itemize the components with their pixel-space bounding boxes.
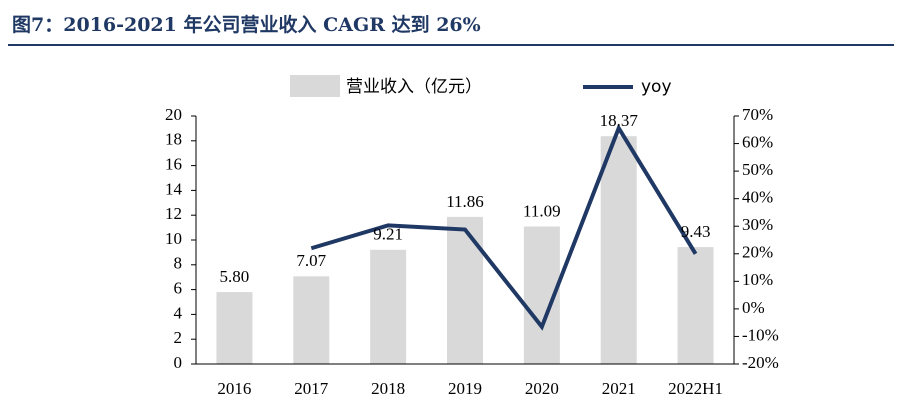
figure-title: 图7：2016-2021 年公司营业收入 CAGR 达到 26% xyxy=(12,14,481,36)
data-label-2020: 11.09 xyxy=(523,201,561,220)
data-label-2018: 9.21 xyxy=(373,225,403,244)
right-tick-label: 30% xyxy=(742,215,773,234)
x-tick-label: 2017 xyxy=(294,379,329,398)
bar-2018 xyxy=(370,249,407,364)
left-tick-label: 10 xyxy=(165,229,182,248)
left-tick-label: 16 xyxy=(165,155,182,174)
left-tick-label: 14 xyxy=(165,179,183,198)
yoy-line xyxy=(310,123,698,331)
right-tick-label: 70% xyxy=(742,105,773,124)
legend-label-line: yoy xyxy=(641,77,672,97)
right-tick-label: -20% xyxy=(742,353,779,372)
data-label-2019: 11.86 xyxy=(446,192,484,211)
left-tick-label: 18 xyxy=(165,130,182,149)
bar-2016 xyxy=(216,292,253,364)
bar-2017 xyxy=(293,276,330,364)
x-tick-label: 2019 xyxy=(448,379,482,398)
title-divider xyxy=(8,44,894,46)
data-label-2017: 7.07 xyxy=(296,251,326,270)
bar-2022H1 xyxy=(677,247,714,364)
left-tick-label: 8 xyxy=(174,254,183,273)
left-tick-label: 2 xyxy=(174,328,183,347)
bar-2019 xyxy=(447,216,483,364)
x-tick-label: 2016 xyxy=(217,379,251,398)
legend-label-bars: 营业收入（亿元） xyxy=(346,77,482,97)
data-label-2016: 5.80 xyxy=(220,267,250,286)
left-tick-label: 0 xyxy=(174,353,183,372)
x-tick-label: 2022H1 xyxy=(668,379,723,398)
right-tick-label: 60% xyxy=(742,132,773,151)
left-tick-label: 4 xyxy=(174,303,183,322)
right-tick-label: -10% xyxy=(742,325,779,344)
right-tick-label: 40% xyxy=(742,188,773,207)
left-tick-label: 20 xyxy=(165,105,182,124)
data-label-2022H1: 9.43 xyxy=(681,222,711,241)
left-tick-label: 6 xyxy=(174,279,183,298)
bar-2021 xyxy=(600,136,637,364)
right-tick-label: 10% xyxy=(742,270,773,289)
legend-swatch-bars xyxy=(290,75,340,97)
left-tick-label: 12 xyxy=(165,204,182,223)
x-tick-label: 2021 xyxy=(602,379,636,398)
x-tick-label: 2020 xyxy=(525,379,559,398)
data-label-2021: 18.37 xyxy=(600,111,639,130)
right-tick-label: 20% xyxy=(742,243,773,262)
x-tick-label: 2018 xyxy=(371,379,405,398)
right-tick-label: 0% xyxy=(742,298,765,317)
right-tick-label: 50% xyxy=(742,160,773,179)
